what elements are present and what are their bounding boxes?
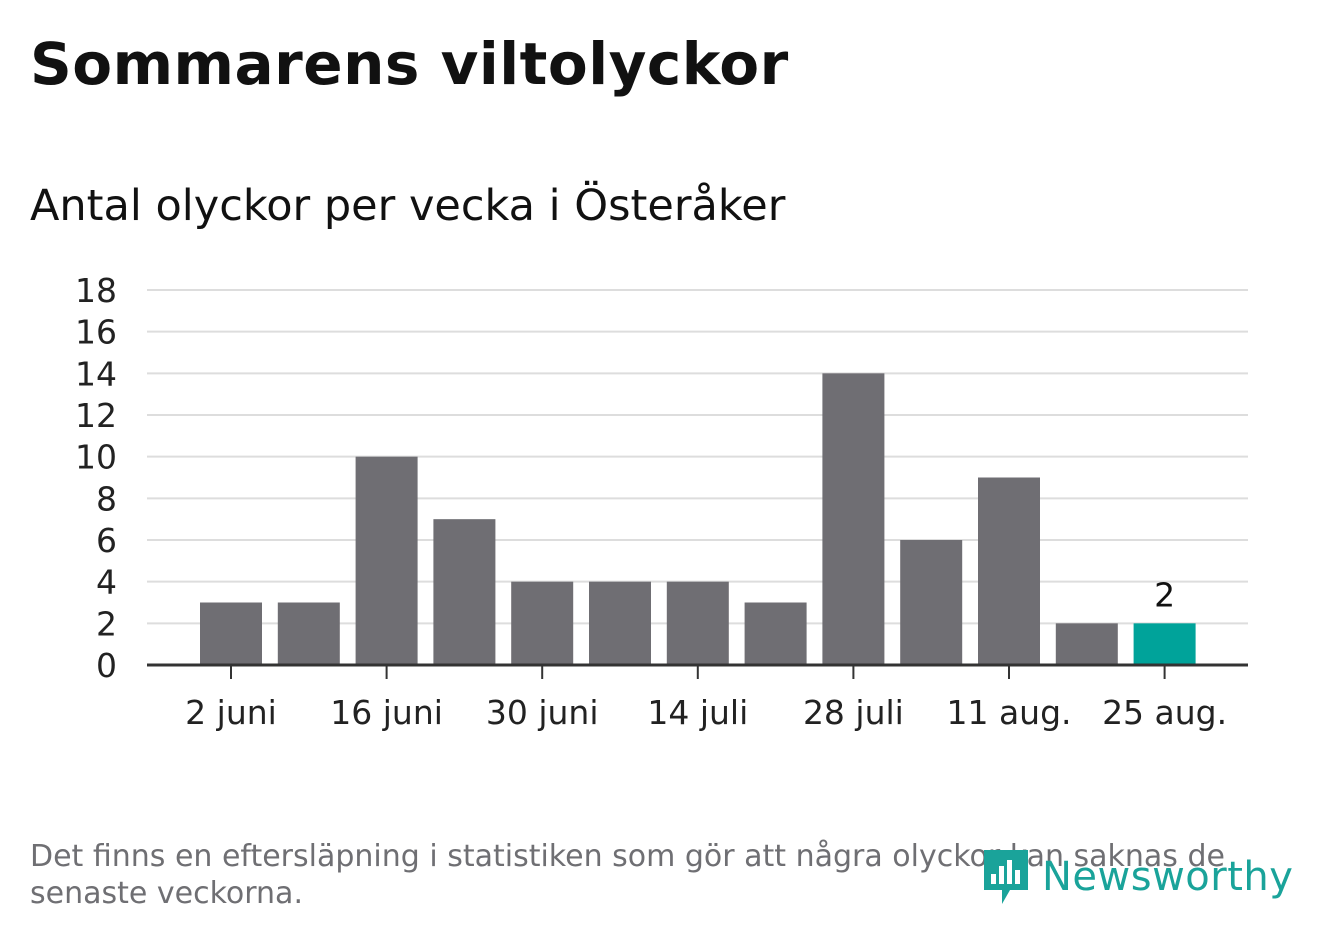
grid-lines [147, 289, 1248, 625]
logo-text: Newsworthy [1042, 854, 1294, 900]
y-tick-label: 18 [75, 271, 117, 310]
x-tick-label: 14 juli [647, 693, 748, 732]
data-label: 2 [1154, 575, 1175, 614]
bar [900, 540, 963, 665]
bar [277, 602, 340, 665]
x-tick-label: 2 juni [185, 693, 277, 732]
bar [433, 519, 496, 665]
bar [589, 581, 651, 665]
y-tick-label: 2 [96, 604, 117, 643]
bar [200, 602, 262, 665]
y-tick-label: 8 [96, 479, 117, 518]
bar [355, 456, 418, 665]
bar [1055, 623, 1118, 665]
bar-highlight [1133, 623, 1196, 665]
y-tick-label: 12 [75, 396, 117, 435]
y-tick-label: 0 [96, 646, 117, 685]
y-tick-label: 4 [96, 563, 117, 602]
chart-title: Sommarens viltolyckor [30, 30, 789, 98]
bars [200, 373, 1196, 665]
y-tick-label: 6 [96, 521, 117, 560]
x-tick-label: 28 juli [803, 693, 904, 732]
bar [822, 373, 885, 665]
x-tick-label: 25 aug. [1102, 693, 1227, 732]
data-labels: 2 [1154, 575, 1175, 614]
bar [511, 581, 574, 665]
x-axis: 2 juni 16 juni 30 juni 14 juli 28 juli 11 aug… [147, 663, 1248, 732]
bar [978, 477, 1040, 665]
x-tick-label: 30 juni [486, 693, 599, 732]
y-tick-label: 10 [75, 438, 117, 477]
chart-subtitle: Antal olyckor per vecka i Österåker [30, 181, 786, 231]
y-tick-label: 16 [75, 313, 117, 352]
y-tick-label: 14 [75, 354, 117, 393]
x-tick-label: 16 juni [330, 693, 443, 732]
x-tick-label: 11 aug. [946, 693, 1071, 732]
bar [666, 581, 729, 665]
bar [744, 602, 807, 665]
newsworthy-logo: Newsworthy [980, 846, 1293, 908]
newsworthy-logo-icon [984, 850, 1028, 904]
